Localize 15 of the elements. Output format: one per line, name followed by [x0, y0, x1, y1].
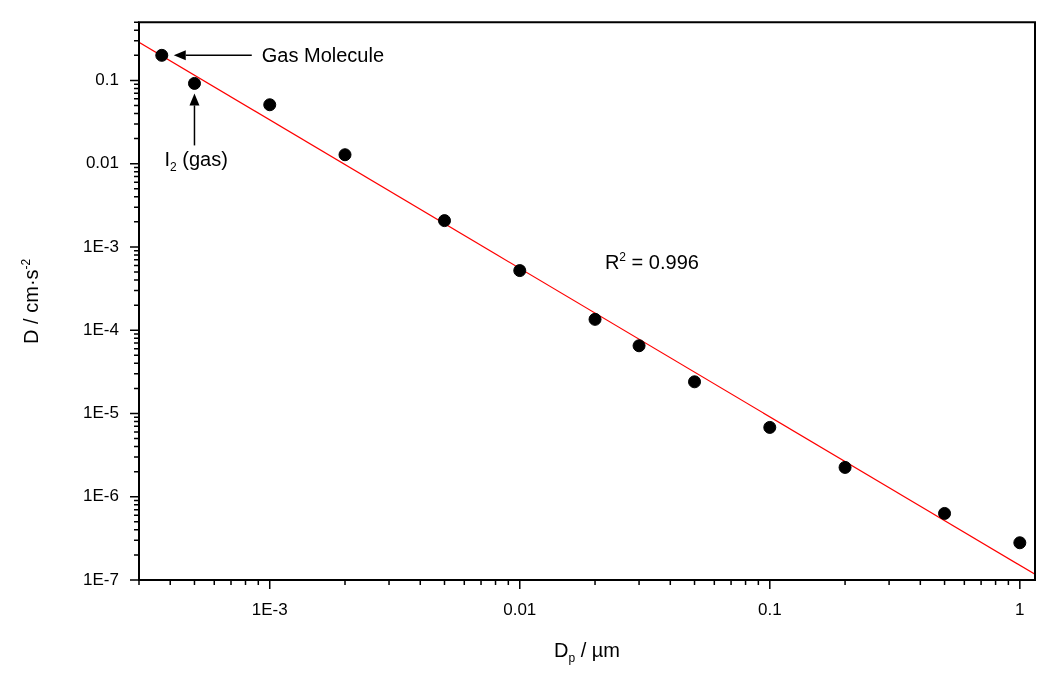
- annotation: R$^{2}$ = 0.996: [604, 249, 699, 273]
- y-tick-label: 1E-4: [83, 319, 119, 339]
- annotation: I$_{2}$ (gas): [164, 148, 228, 175]
- x-tick-label: 0.01: [503, 599, 537, 619]
- y-tick-label: 1E-3: [83, 236, 119, 256]
- y-tick-label: 0.1: [95, 70, 119, 90]
- y-tick-label: 1E-5: [83, 403, 119, 423]
- x-tick-label: 1E-3: [251, 599, 288, 619]
- x-tick-label: 1: [1015, 599, 1025, 619]
- x-axis-title: D$_{p}$ / µm: [554, 639, 620, 665]
- annotation: Gas Molecule: [261, 44, 385, 67]
- y-tick-label: 1E-6: [83, 486, 119, 506]
- y-tick-label: 0.01: [85, 153, 119, 173]
- x-tick-label: 0.1: [757, 599, 782, 619]
- y-tick-label: 1E-7: [83, 569, 119, 589]
